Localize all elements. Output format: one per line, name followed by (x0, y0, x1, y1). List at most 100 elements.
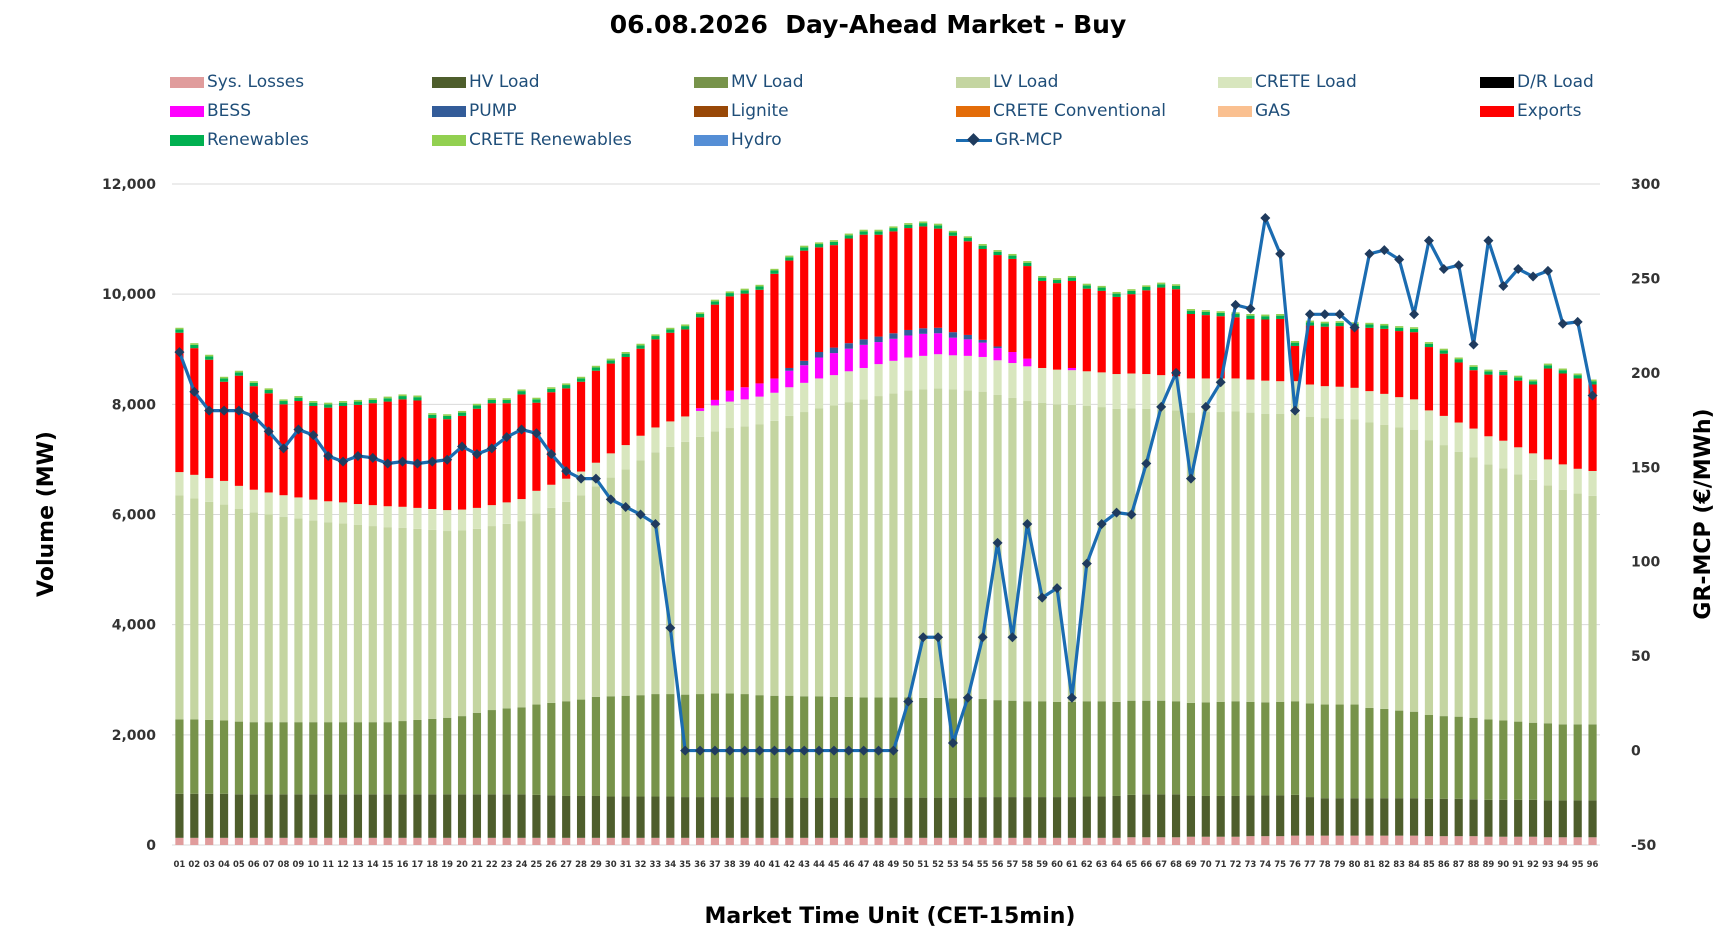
bar-segment-lv-load (398, 527, 407, 722)
mcp-marker (1245, 303, 1256, 314)
x-tick-label: 42 (783, 860, 795, 870)
bar-segment-pump (948, 332, 958, 338)
mcp-marker (1126, 509, 1137, 520)
bar-segment-crete-renewables (904, 223, 913, 225)
legend-label: Exports (1517, 101, 1582, 121)
mcp-marker (918, 632, 929, 643)
bar-segment-hv-load (517, 794, 526, 838)
legend-swatch (1480, 76, 1514, 88)
bar-segment-hv-load (725, 797, 734, 838)
bar-segment-mv-load (636, 695, 645, 797)
mcp-marker (605, 494, 616, 505)
bar-segment-crete-load (1499, 440, 1508, 469)
bar-segment-crete-renewables (443, 414, 452, 416)
x-tick-label: 19 (441, 860, 453, 870)
bar-segment-lv-load (681, 441, 690, 695)
bar-segment-mv-load (1142, 700, 1151, 795)
bar-segment-sys-losses (1276, 836, 1285, 845)
bar-segment-renewables (517, 391, 526, 395)
bar-segment-sys-losses (353, 837, 363, 845)
mcp-marker (1156, 401, 1167, 412)
bar-segment-crete-load (190, 474, 199, 499)
bar-segment-crete-load (1261, 380, 1270, 414)
bar-segment-renewables (725, 293, 734, 297)
bar-segment-lv-load (666, 446, 675, 695)
bar-segment-renewables (1528, 381, 1538, 385)
bar-segment-crete-load (472, 507, 482, 529)
bar-segment-exports (1484, 374, 1493, 437)
legend-item-crete-load: CRETE Load (1218, 70, 1357, 94)
bar-segment-crete-load (859, 367, 868, 400)
bar-segment-bess (755, 383, 764, 397)
bar-segment-crete-renewables (547, 387, 556, 389)
bar-segment-crete-load (1216, 378, 1225, 413)
bar-segment-crete-renewables (457, 410, 467, 413)
bar-segment-renewables (666, 329, 675, 333)
mcp-marker (1141, 458, 1152, 469)
bar-segment-renewables (681, 326, 690, 330)
bar-segment-mv-load (1573, 724, 1582, 801)
mcp-marker (933, 632, 944, 643)
bar-segment-hv-load (1350, 798, 1359, 836)
bar-segment-sys-losses (621, 837, 630, 845)
bar-segment-renewables (398, 396, 407, 400)
bar-segment-renewables (993, 251, 1002, 256)
bar-segment-hv-load (666, 796, 675, 838)
bar-segment-hv-load (1186, 795, 1196, 837)
bar-segment-pump (919, 328, 928, 334)
legend-label: BESS (207, 101, 251, 121)
bar-segment-lv-load (413, 528, 422, 720)
mcp-marker (695, 745, 706, 756)
bar-segment-mv-load (1335, 704, 1344, 799)
bar-segment-renewables (1231, 314, 1240, 318)
bar-segment-bess (919, 333, 928, 356)
bar-segment-bess (904, 335, 913, 358)
bar-segment-mv-load (1082, 701, 1091, 797)
x-tick-label: 40 (754, 860, 766, 870)
bar-segment-hv-load (1543, 800, 1553, 838)
bar-segment-hv-load (1335, 798, 1344, 836)
bar-segment-exports (636, 348, 645, 436)
bar-segment-crete-load (606, 453, 615, 478)
bar-segment-crete-renewables (532, 397, 541, 400)
bar-segment-lv-load (1439, 445, 1448, 717)
mcp-marker (1349, 322, 1360, 333)
bar-segment-crete-load (1543, 459, 1553, 486)
bar-segment-renewables (800, 247, 809, 251)
bar-segment-crete-load (933, 354, 943, 389)
x-tick-label: 35 (679, 860, 691, 870)
bar-segment-mv-load (1112, 701, 1121, 796)
bar-segment-renewables (472, 405, 482, 409)
mcp-marker (457, 441, 468, 452)
bar-segment-crete-load (695, 410, 705, 437)
bar-segment-hv-load (532, 794, 541, 838)
bar-segment-crete-renewables (1112, 291, 1121, 294)
bar-segment-exports (1424, 347, 1434, 411)
bar-segment-crete-renewables (636, 343, 645, 346)
bar-segment-mv-load (1171, 701, 1181, 795)
bar-segment-exports (933, 228, 943, 328)
bar-segment-lv-load (919, 389, 928, 698)
x-tick-label: 66 (1140, 860, 1152, 870)
mcp-marker (620, 501, 631, 512)
bar-segment-crete-renewables (324, 402, 333, 405)
bar-segment-sys-losses (1186, 836, 1196, 845)
x-tick-label: 93 (1542, 860, 1554, 870)
mcp-marker (1468, 339, 1479, 350)
bar-segment-hv-load (1528, 799, 1538, 837)
bar-segment-crete-renewables (1186, 309, 1196, 311)
bar-segment-sys-losses (785, 837, 794, 845)
bar-segment-hv-load (1038, 797, 1047, 838)
bar-segment-hv-load (324, 794, 333, 838)
bar-segment-hv-load (621, 796, 630, 838)
bar-segment-mv-load (963, 699, 972, 798)
x-tick-label: 28 (575, 860, 587, 870)
bar-segment-crete-renewables (1097, 285, 1106, 288)
bar-segment-crete-renewables (740, 288, 749, 291)
x-tick-label: 27 (560, 860, 572, 870)
bar-segment-crete-load (889, 360, 898, 394)
mcp-marker (382, 458, 393, 469)
mcp-marker (724, 745, 735, 756)
mcp-marker (204, 405, 215, 416)
